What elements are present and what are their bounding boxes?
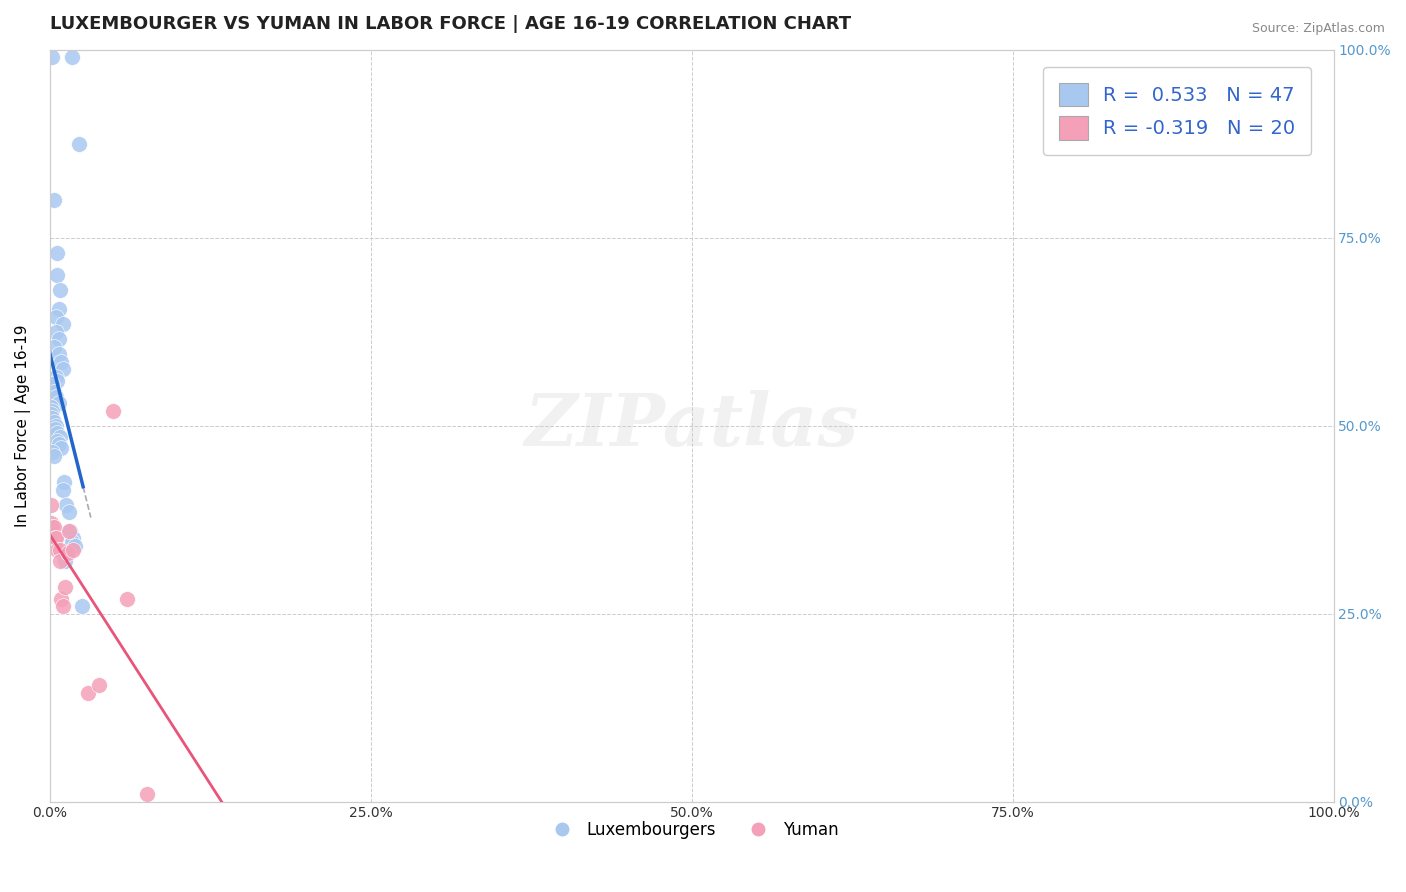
Legend: Luxembourgers, Yuman: Luxembourgers, Yuman [538, 814, 845, 846]
Point [101, 403, 124, 417]
Point [41, 411, 63, 425]
Y-axis label: In Labor Force | Age 16-19: In Labor Force | Age 16-19 [15, 325, 31, 527]
Point [39, 516, 62, 531]
Point [67, 136, 90, 151]
Point [53, 580, 76, 594]
Point [87, 678, 110, 692]
Point [42, 520, 65, 534]
Point [60, 50, 83, 64]
Point [51, 355, 73, 369]
Text: LUXEMBOURGER VS YUMAN IN LABOR FORCE | AGE 16-19 CORRELATION CHART: LUXEMBOURGER VS YUMAN IN LABOR FORCE | A… [49, 15, 851, 33]
Point [49, 554, 72, 568]
Point [46, 268, 69, 283]
Point [46, 542, 69, 557]
Point [136, 787, 159, 801]
Point [53, 547, 76, 561]
Point [39, 498, 62, 512]
Point [49, 284, 72, 298]
Text: Source: ZipAtlas.com: Source: ZipAtlas.com [1251, 22, 1385, 36]
Point [44, 422, 66, 436]
Point [41, 520, 63, 534]
Point [41, 377, 63, 392]
Point [45, 310, 67, 324]
Point [45, 390, 67, 404]
Point [45, 532, 67, 546]
Point [49, 430, 72, 444]
Text: ZIPatlas: ZIPatlas [524, 390, 859, 461]
Point [41, 445, 63, 459]
Point [115, 591, 138, 606]
Point [49, 542, 72, 557]
Point [60, 535, 83, 549]
Point [46, 374, 69, 388]
Point [46, 245, 69, 260]
Point [62, 532, 84, 546]
Point [42, 384, 65, 399]
Point [58, 524, 80, 538]
Point [77, 685, 100, 699]
Point [45, 325, 67, 339]
Point [58, 505, 80, 519]
Point [44, 532, 66, 546]
Point [42, 415, 65, 429]
Point [55, 498, 77, 512]
Point [39, 408, 62, 422]
Point [53, 554, 76, 568]
Point [42, 193, 65, 207]
Point [52, 475, 75, 489]
Point [59, 524, 82, 538]
Point [46, 434, 69, 448]
Point [62, 542, 84, 557]
Point [48, 396, 70, 410]
Point [52, 483, 75, 497]
Point [42, 340, 65, 354]
Point [48, 302, 70, 317]
Point [41, 403, 63, 417]
Point [41, 50, 63, 64]
Point [56, 547, 79, 561]
Point [48, 332, 70, 346]
Point [39, 400, 62, 414]
Point [45, 369, 67, 384]
Point [48, 347, 70, 361]
Point [48, 437, 70, 451]
Point [51, 591, 73, 606]
Point [52, 599, 75, 614]
Point [51, 442, 73, 456]
Point [42, 449, 65, 463]
Point [52, 362, 75, 376]
Point [45, 418, 67, 433]
Point [70, 599, 93, 614]
Point [65, 539, 87, 553]
Point [52, 317, 75, 331]
Point [46, 426, 69, 441]
